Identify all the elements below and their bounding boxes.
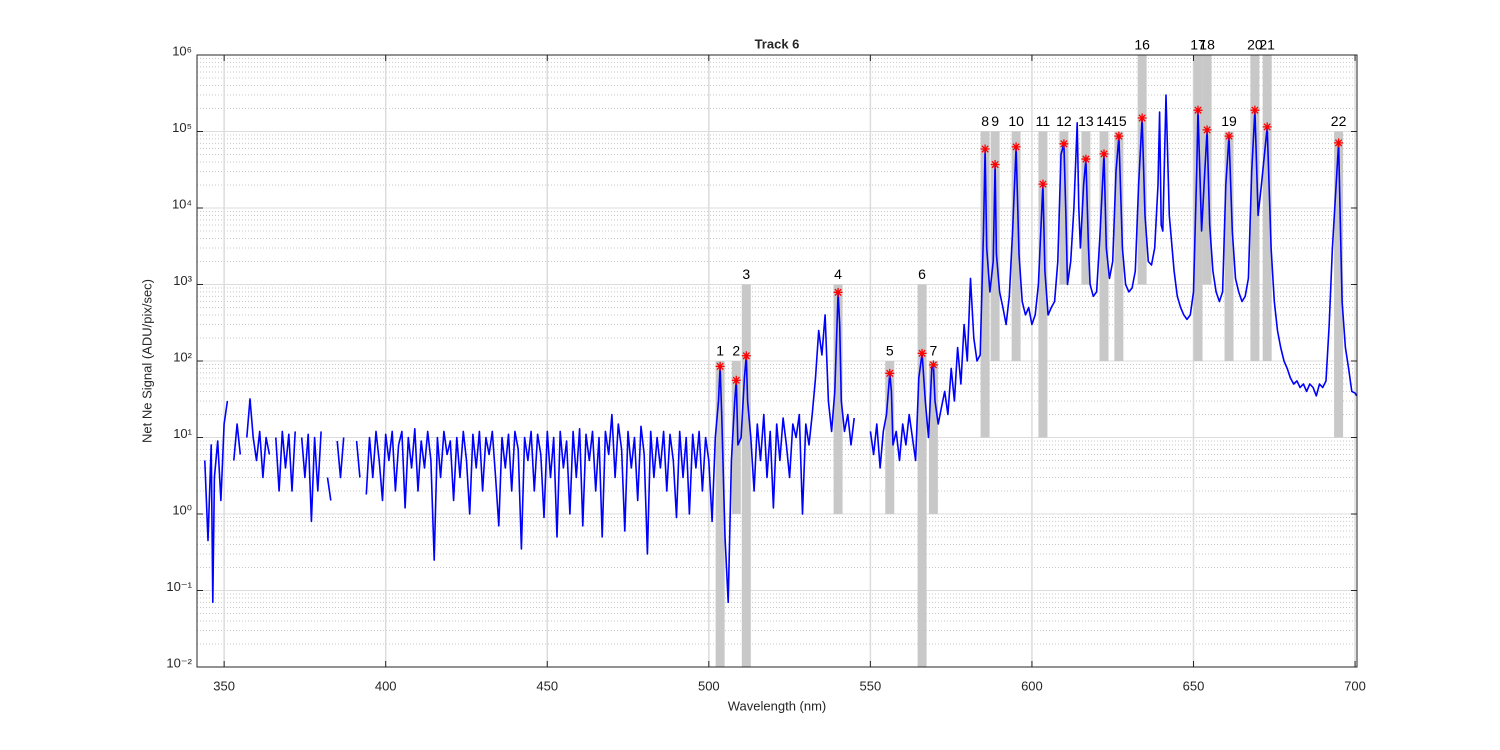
peak-marker bbox=[1114, 131, 1124, 141]
x-tick-label: 450 bbox=[536, 678, 558, 693]
peak-marker bbox=[741, 351, 751, 361]
peak-label: 2 bbox=[732, 343, 740, 359]
peak-window bbox=[833, 284, 843, 514]
peak-window bbox=[1262, 55, 1272, 361]
peak-label: 1 bbox=[716, 343, 724, 359]
peak-window bbox=[1334, 131, 1344, 438]
peak-marker bbox=[917, 348, 927, 358]
peak-label: 3 bbox=[742, 266, 750, 282]
peak-marker bbox=[1099, 149, 1109, 159]
peak-window bbox=[1059, 131, 1069, 285]
x-tick-label: 550 bbox=[860, 678, 882, 693]
peak-marker bbox=[885, 368, 895, 378]
y-tick-label: 10⁵ bbox=[172, 120, 192, 135]
peak-label: 10 bbox=[1008, 113, 1024, 129]
peak-label: 11 bbox=[1036, 113, 1051, 129]
peak-label: 13 bbox=[1078, 113, 1094, 129]
x-axis-label: Wavelength (nm) bbox=[728, 698, 827, 713]
peak-window bbox=[990, 131, 1000, 361]
y-tick-label: 10¹ bbox=[173, 426, 192, 441]
peak-window bbox=[1114, 131, 1124, 361]
series-line bbox=[204, 94, 1357, 604]
peak-marker bbox=[1193, 105, 1203, 115]
peak-window bbox=[1081, 131, 1091, 285]
peak-label: 12 bbox=[1056, 113, 1072, 129]
peak-window bbox=[1137, 55, 1147, 285]
peak-marker bbox=[928, 360, 938, 370]
peak-window bbox=[1202, 55, 1212, 285]
peak-window bbox=[885, 361, 895, 514]
peak-label: 14 bbox=[1096, 113, 1112, 129]
peak-marker bbox=[715, 361, 725, 371]
peak-marker bbox=[1224, 131, 1234, 141]
peak-window bbox=[1038, 131, 1048, 438]
peak-marker bbox=[1137, 113, 1147, 123]
peak-label: 5 bbox=[886, 343, 894, 359]
peak-label: 20 bbox=[1247, 37, 1263, 53]
peak-window bbox=[1224, 131, 1234, 361]
y-axis-label: Net Ne Signal (ADU/pix/sec) bbox=[139, 279, 154, 443]
peak-label: 19 bbox=[1221, 113, 1237, 129]
grid bbox=[197, 54, 1357, 668]
peak-marker bbox=[990, 160, 1000, 170]
peak-marker bbox=[1262, 122, 1272, 132]
peak-label: 22 bbox=[1331, 113, 1347, 129]
peak-window bbox=[715, 361, 725, 667]
peak-label: 7 bbox=[929, 343, 937, 359]
y-tick-label: 10⁶ bbox=[172, 43, 192, 58]
y-tick-label: 10³ bbox=[173, 273, 192, 288]
peak-window bbox=[731, 361, 741, 514]
peak-label: 17 bbox=[1190, 37, 1206, 53]
peak-window bbox=[980, 131, 990, 438]
x-tick-label: 350 bbox=[213, 678, 235, 693]
peak-window bbox=[1193, 55, 1203, 361]
peak-marker bbox=[833, 287, 843, 297]
peak-label: 16 bbox=[1134, 37, 1150, 53]
peak-window bbox=[928, 361, 938, 514]
peak-marker bbox=[1038, 179, 1048, 189]
peak-marker bbox=[980, 144, 990, 154]
peak-window bbox=[741, 284, 751, 667]
peak-marker bbox=[1081, 154, 1091, 164]
peak-label: 18 bbox=[1199, 37, 1215, 53]
peak-window bbox=[1099, 131, 1109, 361]
x-tick-label: 400 bbox=[375, 678, 397, 693]
peak-marker bbox=[1334, 138, 1344, 148]
x-tick-label: 650 bbox=[1183, 678, 1205, 693]
chart-title: Track 6 bbox=[755, 36, 800, 51]
y-tick-label: 10² bbox=[173, 349, 192, 364]
peak-marker bbox=[1011, 142, 1021, 152]
ticks: 10⁻² 10⁻¹ 10⁰ 10¹ 10² 10³ 10⁴ 10⁵ 10⁶ 350 400 450 50… bbox=[166, 43, 1366, 693]
x-tick-label: 700 bbox=[1344, 678, 1366, 693]
peak-label: 6 bbox=[918, 266, 926, 282]
series bbox=[204, 94, 1357, 604]
peak-windows bbox=[715, 55, 1344, 667]
peak-marker bbox=[1250, 105, 1260, 115]
y-tick-label: 10⁴ bbox=[172, 196, 192, 211]
peak-window bbox=[1250, 55, 1260, 361]
x-tick-label: 500 bbox=[698, 678, 720, 693]
peak-label: 8 bbox=[981, 113, 989, 129]
peak-label: 21 bbox=[1259, 37, 1275, 53]
y-tick-label: 10⁰ bbox=[172, 502, 192, 517]
peak-label: 15 bbox=[1111, 113, 1127, 129]
x-tick-label: 600 bbox=[1021, 678, 1043, 693]
peak-marker bbox=[1059, 139, 1069, 149]
peak-window bbox=[1011, 131, 1021, 361]
peak-marker bbox=[731, 375, 741, 385]
peak-label: 4 bbox=[834, 266, 842, 282]
peak-window bbox=[917, 284, 927, 667]
peak-marker bbox=[1202, 125, 1212, 135]
y-tick-label: 10⁻¹ bbox=[166, 579, 192, 594]
peak-label: 9 bbox=[991, 113, 999, 129]
y-tick-label: 10⁻² bbox=[166, 655, 192, 670]
